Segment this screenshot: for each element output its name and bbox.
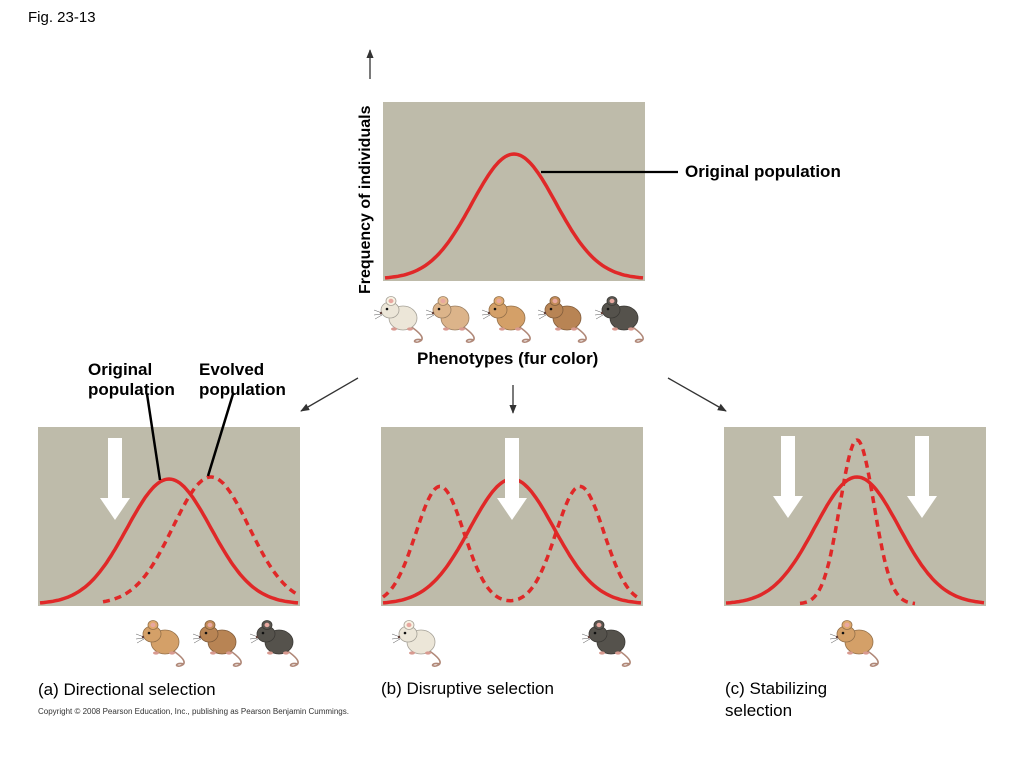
panel-a-original-label-line1: Original: [88, 360, 153, 379]
tan-mouse-icon: [481, 296, 531, 343]
branch-arrow-right: [667, 377, 727, 412]
panel-a-original-curve: [39, 477, 299, 605]
original-population-label: Original population: [685, 162, 841, 181]
figure-label: Fig. 23-13: [28, 9, 96, 26]
branch-arrow-left: [300, 377, 359, 412]
selection-pressure-arrow-c-left: [773, 436, 803, 518]
panel-a-background: [38, 427, 300, 606]
top-plot-background: [383, 102, 645, 281]
dark-gray-mouse-icon: [249, 620, 299, 667]
selection-pressure-arrow-a: [100, 438, 130, 520]
panel-a-original-label-line2: population: [88, 380, 175, 399]
brown-mouse-icon: [537, 296, 587, 343]
panel-a-caption: (a) Directional selection: [38, 680, 216, 699]
original-population-curve: [384, 152, 644, 280]
panel-c-evolved-curve: [799, 438, 916, 606]
light-tan-mouse-icon: [425, 296, 475, 343]
tan-mouse-icon: [829, 620, 879, 667]
panel-b-caption: (b) Disruptive selection: [381, 679, 554, 698]
panel-a-evolved-leader: [206, 393, 235, 477]
selection-pressure-arrow-c-right: [907, 436, 937, 518]
panel-a-original-leader: [145, 393, 162, 481]
y-axis-label: Frequency of individuals: [357, 105, 374, 294]
brown-mouse-icon: [192, 620, 242, 667]
x-axis-label: Phenotypes (fur color): [417, 349, 599, 368]
panel-c-caption: (c) Stabilizing selection: [725, 679, 828, 720]
panel-a-evolved-label-line1: Evolved: [199, 360, 265, 379]
panel-c-background: [724, 427, 986, 606]
white-mouse-icon: [373, 296, 423, 343]
panel-a-evolved-curve: [102, 475, 299, 604]
tan-mouse-icon: [135, 620, 185, 667]
panel-b-evolved-curve: [381, 484, 642, 603]
panel-a-evolved-label: Evolved population: [199, 360, 286, 400]
dark-gray-mouse-icon: [594, 296, 644, 343]
dark-gray-mouse-icon: [581, 620, 631, 667]
panel-a-evolved-label-line2: population: [199, 380, 286, 399]
selection-pressure-arrow-b: [497, 438, 527, 520]
white-mouse-icon: [391, 620, 441, 667]
panel-a-original-label: Original population: [88, 360, 175, 400]
panel-c-original-curve: [725, 475, 985, 605]
copyright-notice: Copyright © 2008 Pearson Education, Inc.…: [38, 707, 349, 716]
